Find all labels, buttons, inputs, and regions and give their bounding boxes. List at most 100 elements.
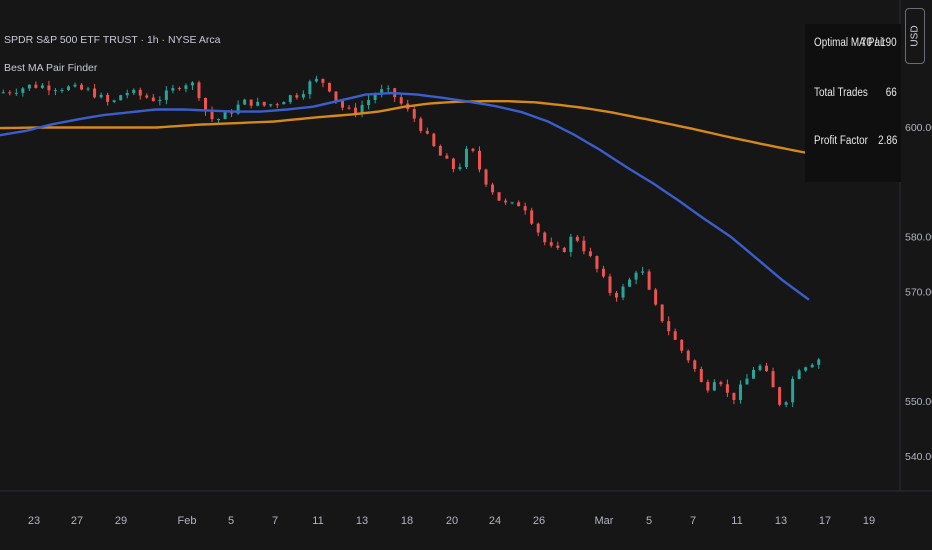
- x-tick-label: 23: [28, 515, 40, 527]
- candle-body: [223, 112, 227, 120]
- stats-row-total-trades: Total Trades 66: [805, 84, 901, 104]
- candle-body: [615, 292, 618, 298]
- candle-body: [628, 279, 632, 287]
- candle-body: [256, 101, 260, 106]
- candle-body: [569, 236, 573, 252]
- candle-body: [314, 78, 318, 82]
- candle-body: [719, 382, 723, 385]
- candle-body: [523, 206, 527, 211]
- candle-body: [301, 94, 305, 98]
- candle-body: [432, 133, 436, 147]
- candle-body: [360, 105, 364, 114]
- candle-body: [119, 95, 123, 101]
- candle-body: [758, 365, 762, 370]
- candle-body: [471, 148, 475, 151]
- candle-body: [34, 84, 38, 88]
- candle-body: [438, 146, 442, 156]
- y-tick-label: 600.00: [905, 122, 932, 134]
- y-tick-label: 580.00: [905, 232, 932, 244]
- candle-body: [21, 88, 25, 93]
- candle-body: [752, 369, 755, 379]
- candle-body: [341, 101, 344, 108]
- candle-body: [125, 92, 129, 96]
- x-tick-label: 24: [489, 515, 501, 527]
- candle-body: [138, 89, 142, 96]
- candle-body: [269, 104, 273, 106]
- candle-body: [510, 202, 514, 204]
- candle-body: [27, 84, 31, 89]
- candle-body: [1, 92, 5, 94]
- symbol-title[interactable]: SPDR S&P 500 ETF TRUST · 1h · NYSE Arca: [4, 34, 221, 46]
- x-tick-label: 18: [401, 515, 413, 527]
- candle-body: [158, 99, 162, 102]
- candle-body: [647, 271, 651, 290]
- stats-label: Total Trades: [814, 87, 868, 99]
- candle-body: [712, 382, 716, 391]
- candle-body: [686, 350, 690, 361]
- x-tick-label: Mar: [595, 515, 614, 527]
- x-tick-label: 5: [646, 515, 652, 527]
- candle-body: [484, 169, 488, 185]
- stats-label: Optimal MA Pair: [814, 37, 886, 49]
- candle-body: [321, 78, 325, 83]
- candle-body: [660, 304, 664, 322]
- x-axis[interactable]: 23 27 29 Feb 5 7 11 13 18 20 24 26 Mar 5 7 11 13 17 19: [28, 515, 875, 527]
- candle-body: [784, 402, 788, 405]
- candle-body: [308, 81, 312, 95]
- indicator-title[interactable]: Best MA Pair Finder: [4, 62, 98, 74]
- x-tick-label: 29: [115, 515, 127, 527]
- slow-ma-line: [0, 100, 810, 155]
- stats-row-profit-factor: Profit Factor 2.86: [805, 132, 901, 152]
- candle-body: [210, 110, 214, 120]
- x-tick-label: 17: [819, 515, 831, 527]
- candle-body: [67, 86, 70, 91]
- candle-body: [556, 245, 560, 248]
- candle-body: [608, 276, 612, 293]
- candle-body: [549, 242, 553, 246]
- x-tick-label: 26: [533, 515, 545, 527]
- candle-body: [517, 202, 521, 207]
- candle-body: [543, 232, 547, 243]
- x-tick-label: 11: [312, 515, 323, 527]
- stats-value: 70 / 190: [861, 37, 897, 49]
- candle-body: [14, 92, 18, 94]
- candle-body: [797, 370, 801, 379]
- y-axis[interactable]: 540.00 550.00 570.00 580.00 600.00: [905, 122, 932, 463]
- y-tick-label: 540.00: [905, 451, 932, 463]
- candle-body: [334, 91, 338, 102]
- candle-body: [106, 94, 110, 102]
- candle-body: [164, 90, 168, 100]
- candle-body: [236, 104, 240, 114]
- stats-row-optimal-pair: Optimal MA Pair 70 / 190: [805, 34, 901, 54]
- candle-body: [262, 101, 266, 106]
- candle-body: [60, 90, 64, 92]
- candle-body: [771, 371, 775, 388]
- candle-body: [725, 384, 729, 393]
- candle-body: [184, 85, 188, 89]
- candle-body: [667, 321, 671, 332]
- candle-body: [575, 236, 579, 241]
- candle-body: [425, 130, 429, 134]
- candle-body: [93, 88, 97, 98]
- candle-body: [8, 92, 12, 94]
- candle-body: [386, 88, 390, 90]
- y-tick-label: 570.00: [905, 287, 932, 299]
- candle-body: [536, 223, 540, 233]
- candle-body: [601, 268, 605, 277]
- candle-body: [562, 247, 566, 252]
- candlestick-series: [1, 75, 821, 408]
- candle-body: [445, 155, 449, 159]
- candle-body: [230, 112, 234, 114]
- x-tick-label: 7: [272, 515, 278, 527]
- x-tick-label: 7: [690, 515, 696, 527]
- candle-body: [732, 392, 736, 400]
- candle-body: [177, 88, 181, 90]
- candle-body: [817, 359, 821, 365]
- x-tick-label: 11: [731, 515, 742, 527]
- currency-button[interactable]: USD: [905, 8, 925, 64]
- candle-body: [791, 378, 795, 403]
- candle-body: [249, 99, 253, 106]
- candle-body: [738, 384, 742, 400]
- candle-body: [354, 107, 358, 114]
